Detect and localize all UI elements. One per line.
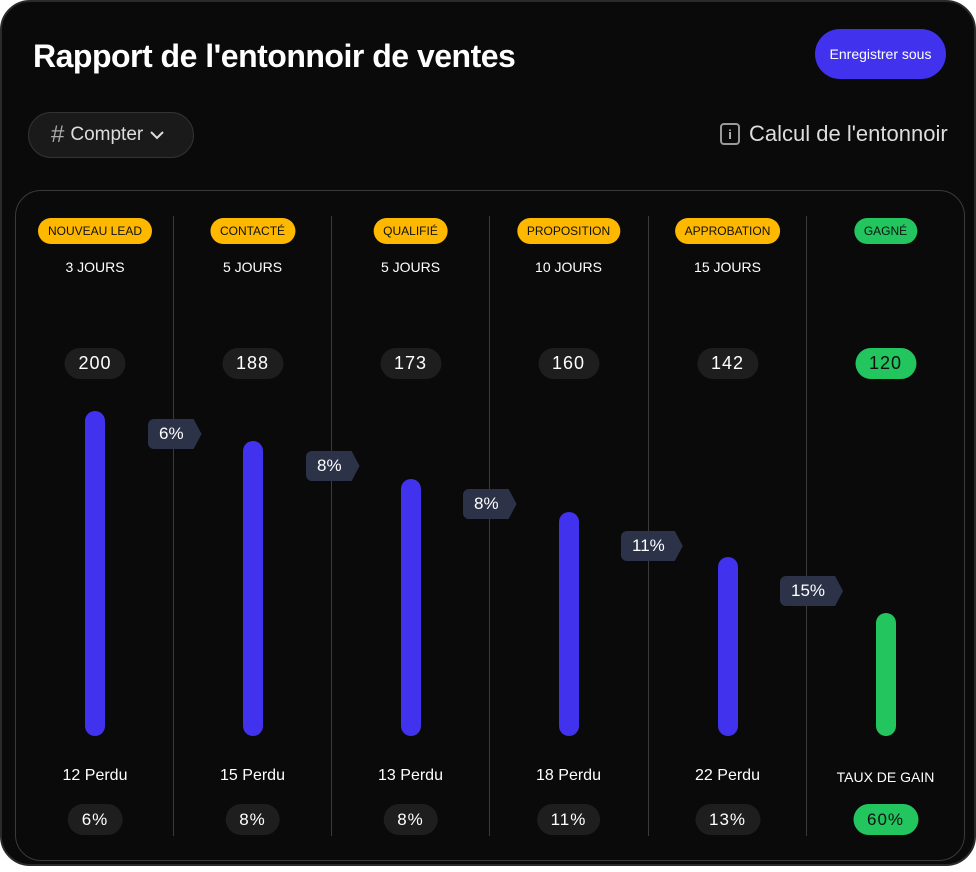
stage-bar[interactable] <box>875 613 896 736</box>
stage-count: 173 <box>379 348 442 379</box>
stage-badge: CONTACTÉ <box>209 218 296 244</box>
stage-badge: APPROBATION <box>674 218 781 244</box>
stage-lost-pct: 8% <box>383 804 438 835</box>
stage-lost: 15 Perdu <box>220 767 285 784</box>
drop-off-tag: 15% <box>780 576 843 606</box>
mode-label: Compter <box>70 124 144 145</box>
stage-count: 142 <box>696 348 759 379</box>
stage-lost-pct: 13% <box>694 804 761 835</box>
stage-bar[interactable] <box>558 512 579 736</box>
drop-off-tag: 8% <box>306 451 360 481</box>
stage-column: NOUVEAU LEAD 3 JOURS 200 12 Perdu 6% <box>16 216 174 836</box>
stage-column: QUALIFIÉ 5 JOURS 173 13 Perdu 8% <box>331 216 489 836</box>
stage-duration: 10 JOURS <box>535 259 602 275</box>
stage-bar[interactable] <box>717 557 738 736</box>
calc-label: Calcul de l'entonnoir <box>749 121 948 146</box>
stage-lost-pct: 6% <box>67 804 123 835</box>
stage-column: APPROBATION 15 JOURS 142 22 Perdu 13% <box>648 216 806 836</box>
stage-column: GAGNÉ 120 TAUX DE GAIN 60% <box>806 216 964 836</box>
stage-lost-pct: 11% <box>536 804 601 835</box>
drop-off-tag: 8% <box>463 489 517 519</box>
stage-badge: QUALIFIÉ <box>373 218 448 244</box>
stage-lost: 22 Perdu <box>695 767 760 784</box>
stage-duration: 15 JOURS <box>694 259 761 275</box>
info-icon: i <box>720 123 740 145</box>
stage-bar[interactable] <box>242 441 263 736</box>
win-rate-label: TAUX DE GAIN <box>836 769 935 785</box>
stage-bar[interactable] <box>400 479 421 736</box>
drop-off-tag: 6% <box>148 419 202 449</box>
stage-duration: 3 JOURS <box>65 259 125 275</box>
hash-icon: # <box>51 121 65 148</box>
stage-lost: 13 Perdu <box>378 767 443 784</box>
stage-lost-pct: 8% <box>225 804 280 835</box>
stage-count: 120 <box>854 348 917 379</box>
save-as-button[interactable]: Enregistrer sous <box>815 29 946 79</box>
stage-count: 188 <box>221 348 284 379</box>
stage-lost: 12 Perdu <box>62 767 128 784</box>
stage-count: 160 <box>537 348 600 379</box>
drop-off-tag: 11% <box>621 531 683 561</box>
stage-column: CONTACTÉ 5 JOURS 188 15 Perdu 8% <box>173 216 331 836</box>
page-title: Rapport de l'entonnoir de ventes <box>33 38 516 74</box>
mode-dropdown[interactable]: # Compter <box>28 112 194 158</box>
stage-badge: PROPOSITION <box>516 218 621 244</box>
stage-badge: GAGNÉ <box>853 218 918 244</box>
stage-duration: 5 JOURS <box>222 259 283 275</box>
funnel-panel: NOUVEAU LEAD 3 JOURS 200 12 Perdu 6% CONT… <box>15 190 965 861</box>
stage-bar[interactable] <box>85 411 105 736</box>
win-rate-value: 60% <box>852 804 919 835</box>
stage-badge: NOUVEAU LEAD <box>37 218 153 244</box>
stage-duration: 5 JOURS <box>380 259 441 275</box>
stage-column: PROPOSITION 10 JOURS 160 18 Perdu 11% <box>489 216 647 836</box>
chevron-down-icon <box>150 131 164 140</box>
stage-count: 200 <box>64 348 126 379</box>
stage-lost: 18 Perdu <box>536 767 601 784</box>
funnel-calculation-link[interactable]: i Calcul de l'entonnoir <box>720 121 948 147</box>
